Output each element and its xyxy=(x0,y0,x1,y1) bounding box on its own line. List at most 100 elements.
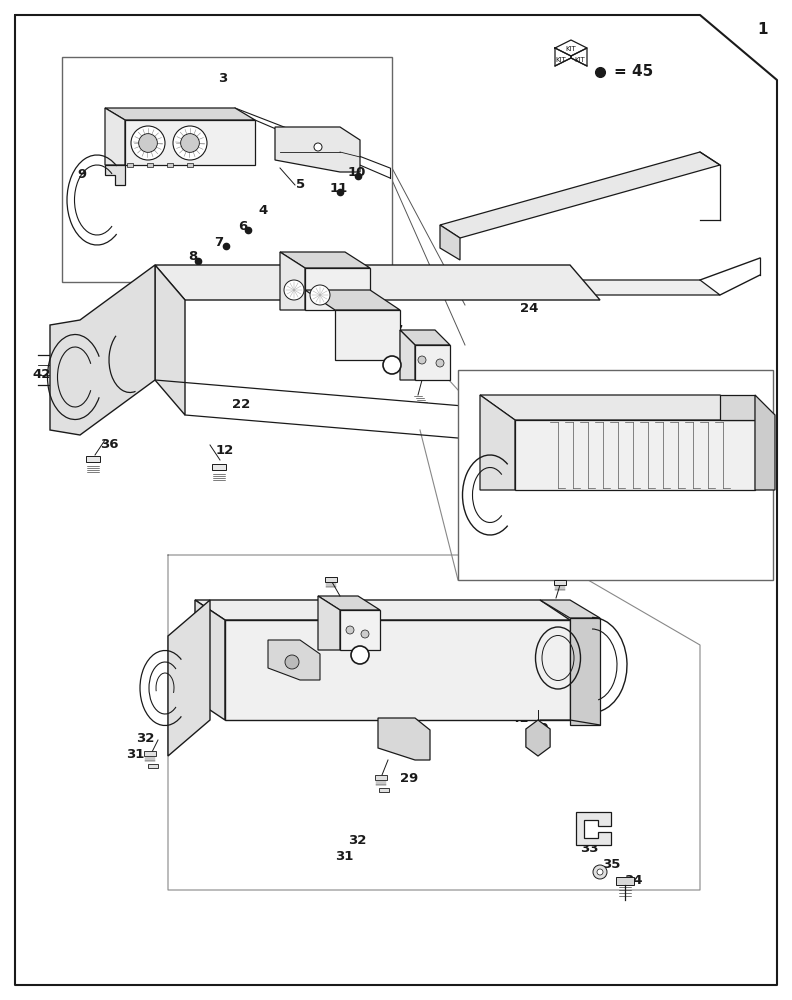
Circle shape xyxy=(284,280,304,300)
Polygon shape xyxy=(225,620,570,720)
Bar xyxy=(167,163,173,167)
Text: 4: 4 xyxy=(258,204,267,217)
Text: 13: 13 xyxy=(488,432,506,444)
Polygon shape xyxy=(280,252,370,268)
Polygon shape xyxy=(480,395,755,420)
Text: 11: 11 xyxy=(330,182,348,194)
Text: 19: 19 xyxy=(686,438,704,452)
Polygon shape xyxy=(50,265,155,435)
Text: 33: 33 xyxy=(580,842,599,854)
Polygon shape xyxy=(570,618,600,725)
Text: 27: 27 xyxy=(385,324,403,336)
FancyBboxPatch shape xyxy=(86,456,100,462)
Polygon shape xyxy=(280,252,305,310)
Polygon shape xyxy=(526,720,550,756)
Circle shape xyxy=(173,126,207,160)
Text: 3: 3 xyxy=(218,72,227,85)
Text: 42: 42 xyxy=(32,367,51,380)
Text: 43: 43 xyxy=(116,381,135,394)
Text: 22: 22 xyxy=(232,398,250,412)
Polygon shape xyxy=(415,345,450,380)
Circle shape xyxy=(285,655,299,669)
Text: 44: 44 xyxy=(120,356,139,368)
Text: 29: 29 xyxy=(400,772,418,784)
Text: 36: 36 xyxy=(555,626,573,639)
Bar xyxy=(187,163,193,167)
Polygon shape xyxy=(440,225,460,260)
Text: 40: 40 xyxy=(530,722,549,734)
Text: 8: 8 xyxy=(188,250,197,263)
Text: KIT: KIT xyxy=(575,57,585,63)
Polygon shape xyxy=(195,600,570,620)
Text: 17: 17 xyxy=(598,393,616,406)
Text: 21: 21 xyxy=(560,647,578,660)
Text: 10: 10 xyxy=(348,165,367,178)
Circle shape xyxy=(351,646,369,664)
Circle shape xyxy=(418,356,426,364)
Text: 35: 35 xyxy=(602,857,620,870)
Circle shape xyxy=(593,865,607,879)
FancyBboxPatch shape xyxy=(144,751,156,756)
Polygon shape xyxy=(400,330,450,345)
Polygon shape xyxy=(570,280,720,295)
Bar xyxy=(147,163,153,167)
Text: 14: 14 xyxy=(518,424,536,436)
Polygon shape xyxy=(125,120,255,165)
Circle shape xyxy=(383,356,401,374)
Text: 32: 32 xyxy=(136,732,154,744)
Bar xyxy=(458,370,773,580)
FancyBboxPatch shape xyxy=(325,577,337,582)
Text: 5: 5 xyxy=(296,178,305,192)
Text: 34: 34 xyxy=(624,874,642,886)
Polygon shape xyxy=(155,265,185,415)
Bar xyxy=(127,163,133,167)
Text: 31: 31 xyxy=(335,850,353,862)
Bar xyxy=(62,57,392,282)
Text: 16: 16 xyxy=(572,403,590,416)
Polygon shape xyxy=(515,420,755,490)
FancyBboxPatch shape xyxy=(616,877,634,885)
Text: 30: 30 xyxy=(255,688,273,702)
Circle shape xyxy=(181,134,200,152)
Text: 18: 18 xyxy=(628,381,646,394)
Text: KIT: KIT xyxy=(556,57,566,63)
Text: KIT: KIT xyxy=(565,46,577,52)
Circle shape xyxy=(597,869,603,875)
Polygon shape xyxy=(755,395,775,490)
Text: 23: 23 xyxy=(270,654,288,666)
Circle shape xyxy=(139,134,158,152)
Text: 39: 39 xyxy=(558,706,577,718)
FancyBboxPatch shape xyxy=(379,788,389,792)
Polygon shape xyxy=(155,265,600,300)
Polygon shape xyxy=(440,152,720,238)
Polygon shape xyxy=(378,718,430,760)
Text: 1: 1 xyxy=(757,22,768,37)
Text: 15: 15 xyxy=(546,414,564,426)
Polygon shape xyxy=(576,812,611,845)
Circle shape xyxy=(436,359,444,367)
Polygon shape xyxy=(540,600,600,618)
Polygon shape xyxy=(305,268,370,310)
FancyBboxPatch shape xyxy=(148,764,158,768)
Polygon shape xyxy=(340,610,380,650)
Circle shape xyxy=(314,143,322,151)
Text: 20: 20 xyxy=(686,456,704,468)
Text: 32: 32 xyxy=(348,834,367,846)
Text: 31: 31 xyxy=(126,748,144,760)
Polygon shape xyxy=(105,108,255,120)
Circle shape xyxy=(310,285,330,305)
Polygon shape xyxy=(275,127,360,172)
Text: 25: 25 xyxy=(330,632,348,645)
Text: 7: 7 xyxy=(214,235,223,248)
FancyBboxPatch shape xyxy=(375,775,387,780)
Circle shape xyxy=(346,626,354,634)
FancyBboxPatch shape xyxy=(554,580,566,585)
Text: 26: 26 xyxy=(308,603,326,616)
Polygon shape xyxy=(195,600,225,720)
Text: 9: 9 xyxy=(77,168,86,182)
Text: 12: 12 xyxy=(216,444,234,456)
Text: 24: 24 xyxy=(520,302,539,314)
Text: 28: 28 xyxy=(410,365,428,378)
Polygon shape xyxy=(268,640,320,680)
Polygon shape xyxy=(105,108,125,165)
